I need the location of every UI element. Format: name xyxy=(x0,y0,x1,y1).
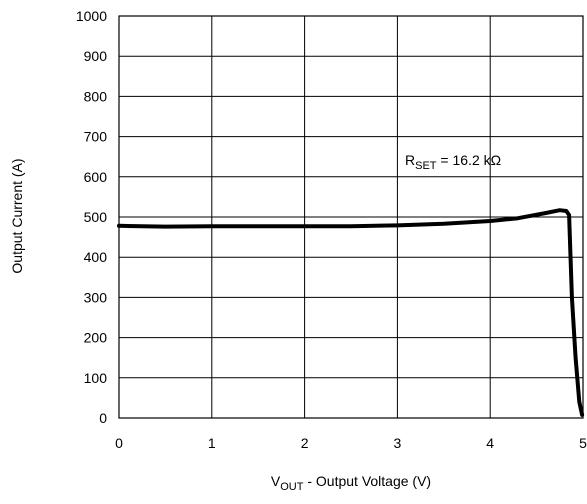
y-tick-label: 800 xyxy=(84,88,108,104)
y-tick-label: 900 xyxy=(84,48,108,64)
y-tick-label: 100 xyxy=(84,370,108,386)
x-axis-title: VOUT - Output Voltage (V) xyxy=(271,473,431,493)
x-tick-label: 0 xyxy=(115,435,123,451)
y-tick-label: 600 xyxy=(84,169,108,185)
series-layer xyxy=(117,208,585,417)
x-tick-label: 1 xyxy=(208,435,216,451)
rset-annotation-prefix: R xyxy=(405,152,415,168)
rset-annotation-subscript: SET xyxy=(415,160,437,172)
x-axis-title-rest: - Output Voltage (V) xyxy=(303,473,431,489)
x-tick-label: 3 xyxy=(394,435,402,451)
y-axis-title: Output Current (A) xyxy=(9,158,25,273)
y-tick-label: 400 xyxy=(84,249,108,265)
y-tick-label: 700 xyxy=(84,129,108,145)
y-tick-label: 0 xyxy=(99,410,107,426)
x-tick-label: 4 xyxy=(486,435,494,451)
x-tick-label: 2 xyxy=(301,435,309,451)
x-axis-title-prefix: V xyxy=(271,473,281,489)
y-tick-label: 500 xyxy=(84,209,108,225)
rset-annotation-rest: = 16.2 kΩ xyxy=(437,152,502,168)
y-tick-label: 1000 xyxy=(76,8,107,24)
rset-annotation: RSET = 16.2 kΩ xyxy=(405,152,501,172)
x-axis-title-subscript: OUT xyxy=(280,481,304,493)
y-tick-labels: 0 100 200 300 400 500 600 700 800 900 1000 xyxy=(76,8,107,426)
plot-frame xyxy=(118,15,584,419)
x-tick-label: 5 xyxy=(579,435,587,451)
x-tick-labels: 0 1 2 3 4 5 xyxy=(115,435,587,451)
y-tick-label: 300 xyxy=(84,289,108,305)
output-current-line xyxy=(117,208,585,417)
y-tick-label: 200 xyxy=(84,330,108,346)
